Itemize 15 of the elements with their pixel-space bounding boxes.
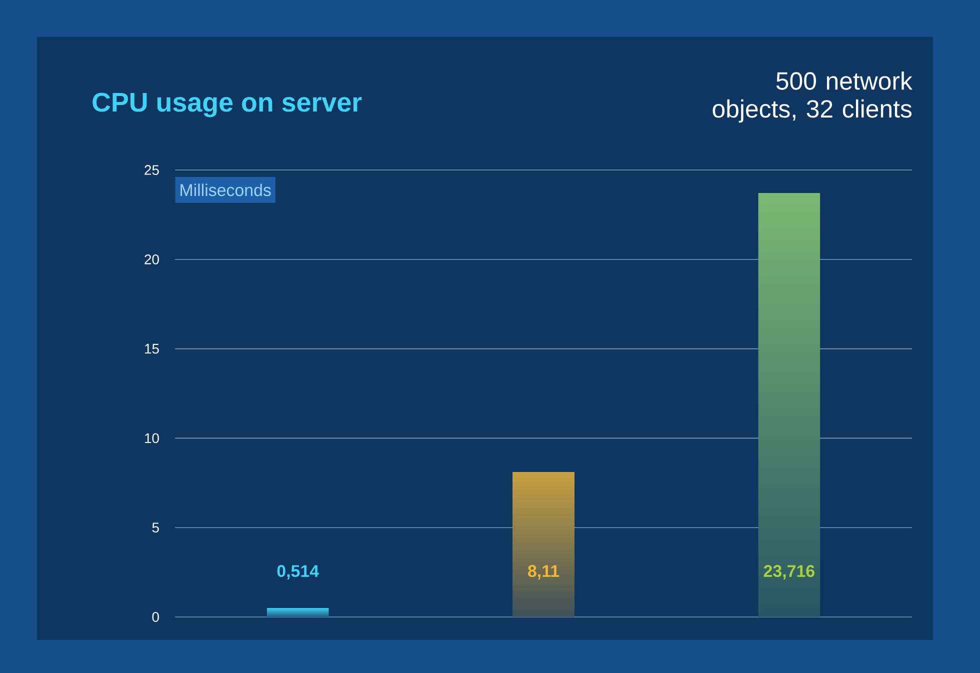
y-tick-label: 0 (152, 612, 159, 622)
chart-title: CPU usage on server (92, 92, 362, 118)
bar (758, 193, 820, 617)
y-tick-label: 10 (145, 433, 159, 444)
data-label: 23,716 (764, 565, 814, 580)
data-label: 0,514 (277, 565, 319, 580)
y-tick-label: 20 (144, 254, 159, 264)
y-tick-label: 5 (152, 522, 159, 532)
y-tick-label: 25 (144, 165, 159, 175)
data-label: 8,11 (528, 565, 560, 580)
y-axis-title: Milliseconds (180, 184, 271, 196)
chart-subtitle: 500 network objects, 32 clients (712, 72, 912, 123)
bar (266, 608, 329, 617)
bar (512, 472, 575, 617)
y-tick-label: 15 (145, 344, 159, 354)
